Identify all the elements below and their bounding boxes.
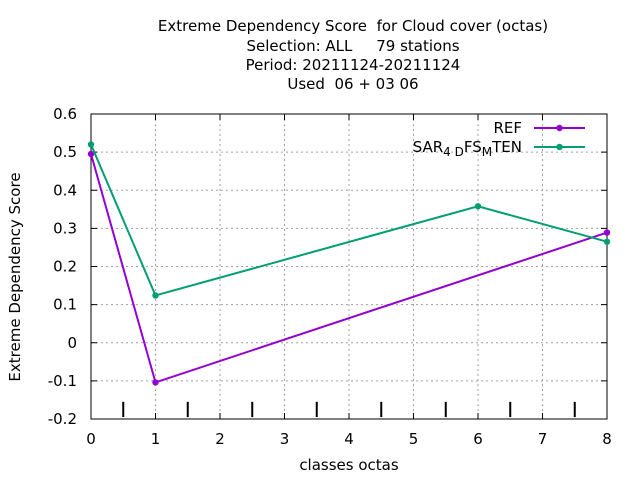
series-line-1 <box>90 144 608 297</box>
series-point-1 <box>474 203 482 210</box>
x-tick-label: 4 <box>344 430 354 448</box>
y-tick-label: 0.6 <box>53 105 77 123</box>
series-point-1 <box>152 292 159 299</box>
series-line-0 <box>90 153 608 384</box>
series-point-0 <box>87 150 95 158</box>
y-tick-label: 0.3 <box>53 219 77 237</box>
legend-marker-0 <box>556 124 563 132</box>
legend-label-0: REF <box>493 119 522 137</box>
x-tick-label: 5 <box>409 430 419 448</box>
legend-marker-1 <box>556 143 563 151</box>
chart-title-line-4: Used 06 + 03 06 <box>287 75 419 93</box>
x-axis-label: classes octas <box>299 456 399 474</box>
y-tick-label: -0.1 <box>48 372 77 390</box>
series-point-1 <box>87 141 95 148</box>
series-point-1 <box>603 238 611 245</box>
x-tick-label: 3 <box>280 430 290 448</box>
y-tick-label: 0.1 <box>53 296 77 314</box>
series-point-0 <box>152 379 159 386</box>
chart-title-line-1: Extreme Dependency Score for Cloud cover… <box>157 17 549 35</box>
y-tick-label: 0.2 <box>53 258 77 276</box>
x-tick-label: 6 <box>473 430 483 448</box>
chart-title-line-3: Period: 20211124-20211124 <box>245 56 461 74</box>
y-tick-label: -0.2 <box>48 410 77 428</box>
y-tick-label: 0.4 <box>53 181 77 199</box>
x-tick-label: 7 <box>538 430 548 448</box>
chart-title-line-2: Selection: ALL 79 stations <box>246 37 460 55</box>
legend-label-1: SAR4 DFSMTEN <box>413 138 522 159</box>
x-tick-label: 0 <box>86 430 96 448</box>
series-point-0 <box>603 229 611 236</box>
y-tick-label: 0.5 <box>53 143 77 161</box>
x-tick-label: 1 <box>151 430 161 448</box>
x-tick-label: 2 <box>215 430 225 448</box>
x-tick-label: 8 <box>602 430 612 448</box>
y-tick-label: 0 <box>67 334 77 352</box>
